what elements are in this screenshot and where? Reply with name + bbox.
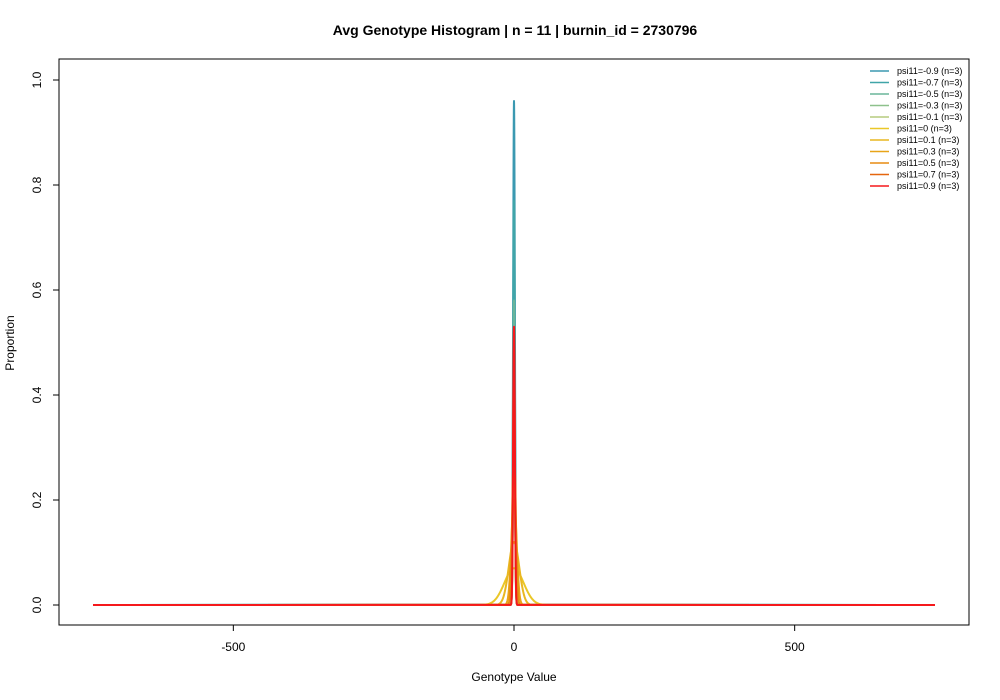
- series-line: [92, 567, 936, 606]
- chart-title: Avg Genotype Histogram | n = 11 | burnin…: [333, 22, 698, 38]
- legend: psi11=-0.9 (n=3)psi11=-0.7 (n=3)psi11=-0…: [870, 66, 962, 191]
- series-line: [92, 325, 936, 606]
- legend-entry-label: psi11=-0.1 (n=3): [897, 112, 962, 122]
- x-tick-label: 0: [511, 640, 518, 654]
- y-tick-label: 0.6: [30, 281, 44, 298]
- legend-entry-label: psi11=0.5 (n=3): [897, 158, 959, 168]
- y-tick-label: 0.8: [30, 176, 44, 193]
- y-axis-label: Proportion: [3, 315, 17, 370]
- x-axis-label: Genotype Value: [471, 670, 556, 684]
- legend-entry-label: psi11=0.3 (n=3): [897, 147, 959, 157]
- legend-entry-label: psi11=-0.7 (n=3): [897, 78, 962, 88]
- legend-entry-label: psi11=0.7 (n=3): [897, 170, 959, 180]
- x-tick-label: -500: [221, 640, 245, 654]
- y-tick-label: 0.4: [30, 386, 44, 403]
- x-axis: -500 0 500: [221, 624, 805, 654]
- series-line: [92, 541, 936, 606]
- x-tick-label: 500: [785, 640, 805, 654]
- legend-entry-label: psi11=-0.9 (n=3): [897, 66, 962, 76]
- series-line: [92, 499, 936, 606]
- legend-entry-label: psi11=0 (n=3): [897, 124, 952, 134]
- legend-entry-label: psi11=-0.5 (n=3): [897, 89, 962, 99]
- y-tick-label: 0.2: [30, 491, 44, 508]
- y-axis: 0.0 0.2 0.4 0.6 0.8 1.0: [30, 71, 60, 613]
- y-tick-label: 1.0: [30, 71, 44, 88]
- legend-entry-label: psi11=0.1 (n=3): [897, 135, 959, 145]
- y-tick-label: 0.0: [30, 596, 44, 613]
- legend-entry-label: psi11=-0.3 (n=3): [897, 101, 962, 111]
- legend-entry-label: psi11=0.9 (n=3): [897, 181, 959, 191]
- series-lines: [92, 100, 936, 606]
